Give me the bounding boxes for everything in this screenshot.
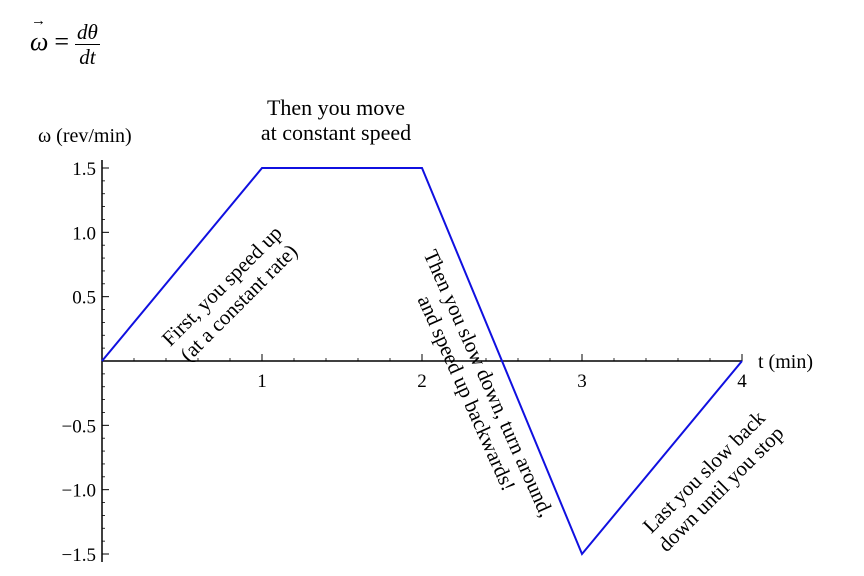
series (101, 166, 743, 556)
annotation-line: Then you move (267, 95, 405, 120)
formula-fraction: dθ dt (75, 20, 100, 69)
y-axis-label: ω (rev/min) (38, 125, 132, 147)
annotation-line: Then you slow down, turn around, (419, 246, 559, 521)
y-tick-label: −0.5 (62, 416, 96, 437)
x-tick-label: 3 (577, 371, 587, 392)
formula-numerator-text: dθ (77, 20, 98, 44)
ticks: 1 2 3 4 1.5 1.0 0.5 −0.5 −1.0 −1.5 (62, 159, 748, 566)
annotations: First, you speed up(at a constant rate) T… (157, 95, 789, 556)
x-tick-label: 1 (257, 371, 267, 392)
annotation-line: at constant speed (261, 120, 411, 145)
y-tick-label: 1.0 (72, 223, 96, 244)
y-tick-label: −1.0 (62, 481, 96, 502)
formula-denominator: dt (79, 45, 96, 69)
formula-equals: = (54, 27, 70, 57)
series-line (101, 166, 743, 556)
y-tick-label: −1.5 (62, 545, 96, 566)
x-tick-label: 4 (737, 371, 747, 392)
formula-lhs: ω (30, 13, 48, 57)
y-tick-label: 1.5 (72, 159, 96, 180)
x-axis-label: t (min) (758, 351, 813, 373)
annotation-speed-up: First, you speed up(at a constant rate) (157, 221, 302, 366)
y-tick-label: 0.5 (72, 288, 96, 309)
x-tick-label: 2 (417, 371, 427, 392)
formula-numerator: dθ (75, 20, 100, 45)
